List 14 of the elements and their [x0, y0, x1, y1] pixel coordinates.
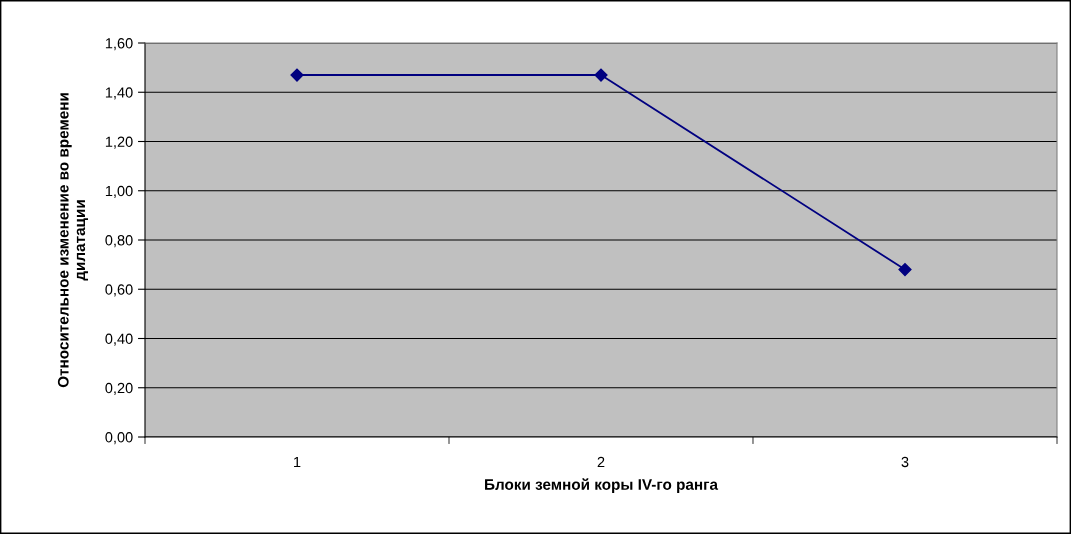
- y-tick-label: 1,00: [105, 185, 133, 198]
- y-tick-label: 0,00: [105, 432, 133, 445]
- y-tick-label: 0,40: [105, 333, 133, 346]
- x-axis-title: Блоки земной коры IV-го ранга: [485, 478, 719, 493]
- y-tick-label: 0,80: [105, 235, 133, 248]
- x-tick-label: 2: [597, 456, 605, 468]
- y-tick-label: 1,60: [105, 38, 133, 51]
- y-tick-label: 0,60: [105, 284, 133, 297]
- x-tick-label: 1: [294, 456, 301, 468]
- y-tick-label: 1,20: [105, 136, 133, 149]
- y-tick-label: 1,40: [105, 87, 133, 100]
- y-axis-title: Относительное изменение во времени дилатации: [57, 93, 89, 388]
- y-tick-label: 0,20: [105, 382, 133, 395]
- x-tick-label: 3: [901, 456, 909, 468]
